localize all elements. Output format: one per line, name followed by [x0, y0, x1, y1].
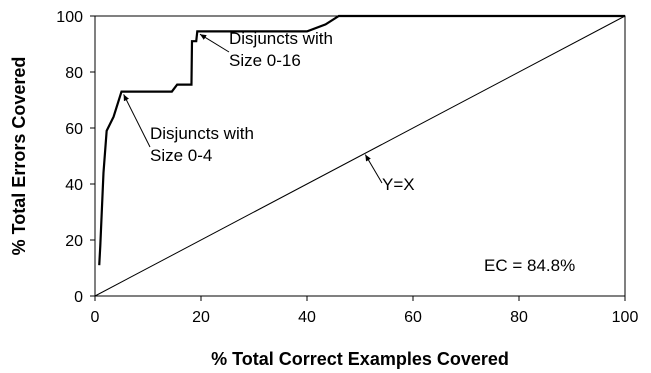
ec-text: EC = 84.8% — [484, 256, 575, 275]
y-tick-label: 0 — [74, 289, 83, 306]
annotation-arrow-size-0-16 — [199, 33, 230, 53]
x-tick-label: 20 — [192, 309, 210, 326]
y-tick-label: 20 — [65, 233, 83, 250]
x-tick-label: 60 — [404, 309, 422, 326]
diagonal-line — [94, 15, 626, 297]
annotation-arrow-size-0-4 — [123, 94, 151, 148]
x-axis-title: % Total Correct Examples Covered — [211, 349, 509, 369]
y-tick-label: 60 — [65, 121, 83, 138]
y-tick-label: 100 — [56, 9, 83, 26]
y-axis: 0 20 40 60 80 100 — [56, 9, 95, 306]
series-layer — [94, 14, 626, 297]
x-tick-label: 0 — [91, 309, 100, 326]
x-axis: 0 20 40 60 80 100 — [91, 296, 639, 326]
annotation-label-y-equals-x: Y=X — [382, 175, 415, 194]
annotation-label-size-0-16: Size 0-16 — [229, 51, 301, 70]
y-axis-title: % Total Errors Covered — [9, 57, 29, 256]
x-tick-label: 40 — [298, 309, 316, 326]
coverage-curve — [98, 14, 625, 266]
annotation-label-size-0-16: Disjuncts with — [229, 29, 333, 48]
y-tick-label: 80 — [65, 65, 83, 82]
annotation-label-size-0-4: Disjuncts with — [150, 124, 254, 143]
annotation-label-size-0-4: Size 0-4 — [150, 146, 212, 165]
annotation-layer: Disjuncts with Size 0-16 Disjuncts with Siz… — [123, 29, 415, 194]
x-tick-label: 80 — [510, 309, 528, 326]
y-tick-label: 40 — [65, 177, 83, 194]
x-tick-label: 100 — [612, 309, 639, 326]
annotation-arrow-y-equals-x — [364, 154, 383, 184]
